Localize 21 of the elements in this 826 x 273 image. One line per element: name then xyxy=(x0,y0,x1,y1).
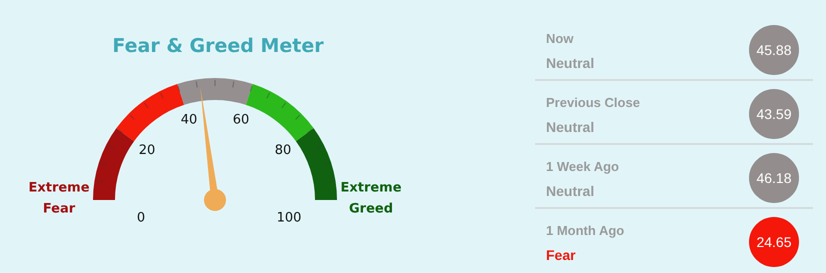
category-label: 1 Month Ago xyxy=(546,223,624,238)
slice-label: Extreme Fear xyxy=(28,180,90,216)
data-label: 46.18 xyxy=(749,153,799,203)
text: 0 xyxy=(136,210,146,226)
text: 80 xyxy=(274,142,292,158)
slice-label: Extreme Greed xyxy=(340,180,402,216)
category-label: Now xyxy=(546,31,574,46)
category-label: 1 Week Ago xyxy=(546,159,619,174)
text: 60 xyxy=(232,112,250,128)
data-label: 43.59 xyxy=(749,89,799,139)
text: 40 xyxy=(180,112,198,128)
text: Fear xyxy=(546,247,576,263)
data-label: 45.88 xyxy=(749,25,799,75)
text: 20 xyxy=(138,142,156,158)
text: 100 xyxy=(276,210,302,226)
text: Neutral xyxy=(546,119,594,135)
chart-title: Fear & Greed Meter xyxy=(112,34,324,57)
data-label: 24.65 xyxy=(749,217,799,267)
text: Neutral xyxy=(546,55,594,71)
text: Neutral xyxy=(546,183,594,199)
category-label: Previous Close xyxy=(546,95,640,110)
